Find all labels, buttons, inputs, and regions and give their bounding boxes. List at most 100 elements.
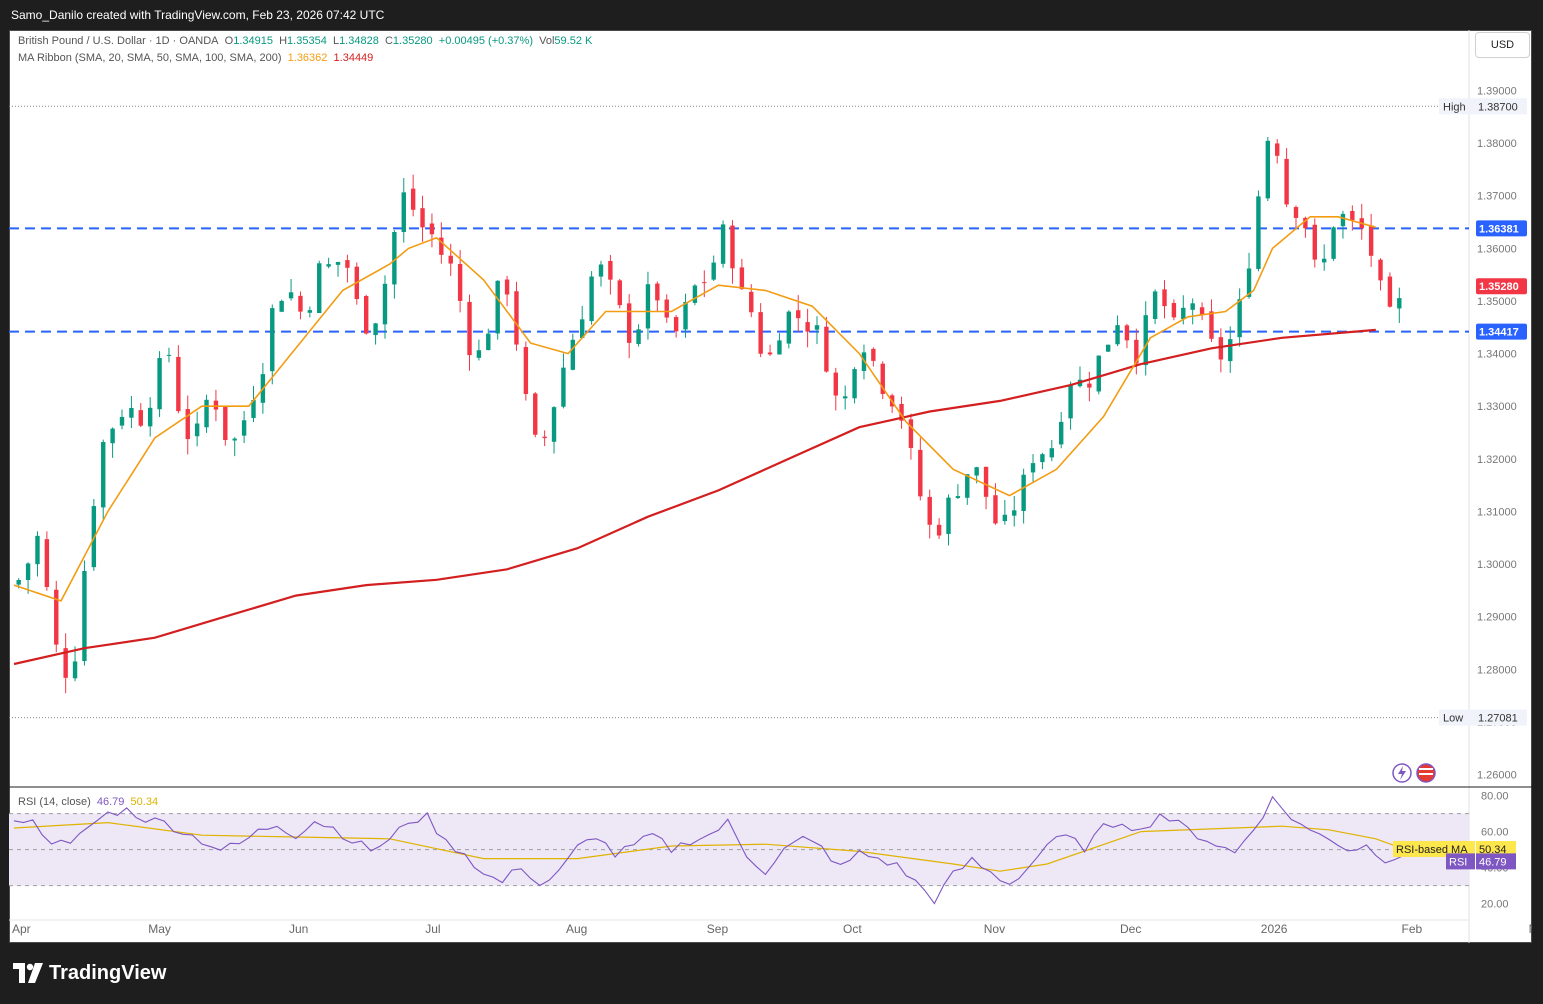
time-tick-label: Apr	[12, 922, 31, 936]
candle-body	[279, 300, 284, 312]
candle-body	[1275, 143, 1280, 156]
price-tick-label: 1.33000	[1477, 401, 1517, 413]
low-label: L	[332, 35, 340, 47]
bottom-bar	[0, 944, 1543, 1004]
candle-body	[946, 497, 951, 534]
rsi-ma-value: 50.34	[130, 796, 159, 808]
rsi-ma-line	[13, 821, 1405, 872]
price-tick-label: 1.35000	[1477, 296, 1517, 308]
last-price-tag	[1476, 278, 1527, 295]
candle-body	[232, 438, 237, 441]
candle-body	[129, 407, 134, 418]
candle-body	[504, 279, 510, 295]
candle-body	[683, 301, 688, 330]
us-flag-stripe-icon	[1419, 768, 1433, 770]
sma20-value: 1.36362	[287, 52, 328, 64]
candle-body	[63, 648, 68, 678]
ma-legend: MA Ribbon (SMA, 20, SMA, 50, SMA, 100, S…	[18, 52, 373, 64]
price-tick-label: 1.34000	[1477, 349, 1517, 361]
candle-body	[166, 354, 172, 356]
candle-body	[1387, 276, 1393, 307]
change-value: +0.00495 (+0.37%)	[438, 35, 533, 47]
candle-body	[204, 399, 209, 428]
candle-body	[298, 295, 303, 312]
top-bar: Samo_Danilo created with TradingView.com…	[0, 0, 1543, 30]
candle-body	[410, 188, 416, 210]
candle-body	[420, 208, 425, 228]
rsi-ma-name-label: RSI-based MA	[1396, 844, 1468, 856]
candle-body	[429, 223, 435, 235]
extreme-value-label: 1.27081	[1478, 713, 1518, 725]
candle-body	[842, 396, 848, 399]
candle-body	[251, 400, 256, 418]
ma-ribbon-label[interactable]: MA Ribbon (SMA, 20, SMA, 50, SMA, 100, S…	[18, 52, 282, 64]
high-value: 1.35354	[287, 35, 327, 47]
rsi-value-label: 46.79	[1479, 856, 1507, 868]
symbol-name[interactable]: British Pound / U.S. Dollar · 1D · OANDA	[18, 35, 219, 47]
rsi-legend: RSI (14, close) 46.79 50.34	[18, 796, 158, 808]
level-price-tag	[1476, 323, 1527, 340]
level-price-tag	[1476, 220, 1527, 237]
rsi-ma-name-tag	[1393, 840, 1475, 857]
lightning-bolt-icon	[1398, 766, 1406, 780]
candle-body	[54, 589, 59, 645]
candle-body	[1312, 224, 1317, 260]
candle-body	[101, 442, 106, 508]
last-price-label: 1.35280	[1479, 281, 1519, 293]
chart-canvas[interactable]: 1.39000 1.38000 1.37000 1.36000 1.35000 1.340…	[9, 30, 1532, 943]
rsi-label[interactable]: RSI (14, close)	[18, 796, 91, 808]
us-flag-stripe-icon	[1419, 773, 1433, 775]
price-tick-label: 1.28000	[1477, 664, 1517, 676]
candle-body	[730, 225, 735, 269]
rsi-tick-label: 20.00	[1481, 899, 1509, 911]
candle-body	[373, 323, 378, 336]
candle-body	[457, 264, 463, 301]
candle-body	[495, 280, 500, 334]
candle-body	[1087, 383, 1092, 388]
candle-body	[82, 570, 87, 662]
rsi-name-tag	[1446, 853, 1475, 870]
candle-body	[185, 409, 190, 440]
level-price-label: 1.34417	[1479, 327, 1519, 339]
price-tick-label: 1.31000	[1477, 506, 1517, 518]
candle-body	[636, 329, 641, 345]
candle-body	[1228, 339, 1233, 362]
candle-body	[401, 192, 406, 232]
sma200-value: 1.34449	[333, 52, 374, 64]
candle-body	[833, 372, 838, 396]
time-tick-label: Jun	[289, 922, 308, 936]
candle-body	[871, 348, 876, 361]
candle-body	[814, 325, 820, 330]
candle-body	[936, 524, 942, 536]
volume-value: 59.52 K	[554, 35, 593, 47]
candle-body	[194, 423, 200, 437]
candle-body	[110, 428, 115, 444]
volume-label: Vol	[539, 35, 555, 47]
price-tick-label: 1.26000	[1477, 769, 1517, 781]
creator-line: Samo_Danilo created with TradingView.com…	[11, 8, 385, 22]
candle-body	[617, 280, 622, 306]
time-tick-label: Feb	[1402, 922, 1423, 936]
tradingview-logo-icon	[13, 963, 43, 983]
candle-body	[448, 255, 453, 264]
candle-body	[777, 340, 782, 355]
rsi-ma-value-label: 50.34	[1479, 844, 1507, 856]
rsi-tick-label: 80.00	[1481, 791, 1509, 803]
candle-body	[335, 261, 341, 265]
time-tick-label: Jul	[425, 922, 440, 936]
candle-body	[692, 285, 698, 303]
candle-body	[1012, 510, 1017, 516]
candle-body	[739, 267, 745, 290]
candle-body	[1162, 289, 1167, 307]
candle-body	[767, 352, 773, 355]
candle-body	[561, 367, 566, 407]
currency-button[interactable]: USD	[1475, 32, 1530, 58]
candle-body	[533, 393, 538, 435]
extreme-tag	[1439, 98, 1527, 115]
price-tick-label: 1.30000	[1477, 559, 1517, 571]
candle-body	[664, 299, 669, 318]
candle-body	[523, 347, 529, 394]
candles-group	[16, 136, 1402, 694]
candle-body	[702, 282, 707, 284]
candle-body	[655, 283, 660, 301]
